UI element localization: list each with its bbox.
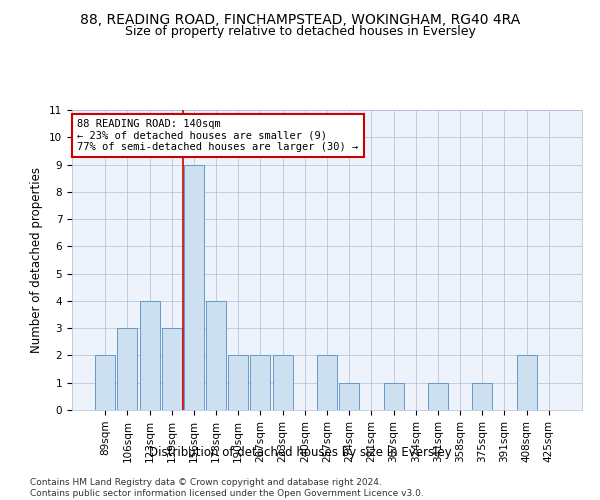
Bar [206, 301, 226, 410]
Y-axis label: Number of detached properties: Number of detached properties [31, 167, 43, 353]
Bar [118, 328, 137, 410]
Bar [339, 382, 359, 410]
Bar [472, 382, 492, 410]
Bar [140, 301, 160, 410]
Bar [383, 382, 404, 410]
Text: Contains HM Land Registry data © Crown copyright and database right 2024.
Contai: Contains HM Land Registry data © Crown c… [30, 478, 424, 498]
Text: Distribution of detached houses by size in Eversley: Distribution of detached houses by size … [149, 446, 451, 459]
Bar [250, 356, 271, 410]
Bar [272, 356, 293, 410]
Bar [95, 356, 115, 410]
Bar [162, 328, 182, 410]
Bar [517, 356, 536, 410]
Bar [317, 356, 337, 410]
Text: Size of property relative to detached houses in Eversley: Size of property relative to detached ho… [125, 25, 475, 38]
Bar [184, 164, 204, 410]
Text: 88 READING ROAD: 140sqm
← 23% of detached houses are smaller (9)
77% of semi-det: 88 READING ROAD: 140sqm ← 23% of detache… [77, 119, 358, 152]
Text: 88, READING ROAD, FINCHAMPSTEAD, WOKINGHAM, RG40 4RA: 88, READING ROAD, FINCHAMPSTEAD, WOKINGH… [80, 12, 520, 26]
Bar [228, 356, 248, 410]
Bar [428, 382, 448, 410]
